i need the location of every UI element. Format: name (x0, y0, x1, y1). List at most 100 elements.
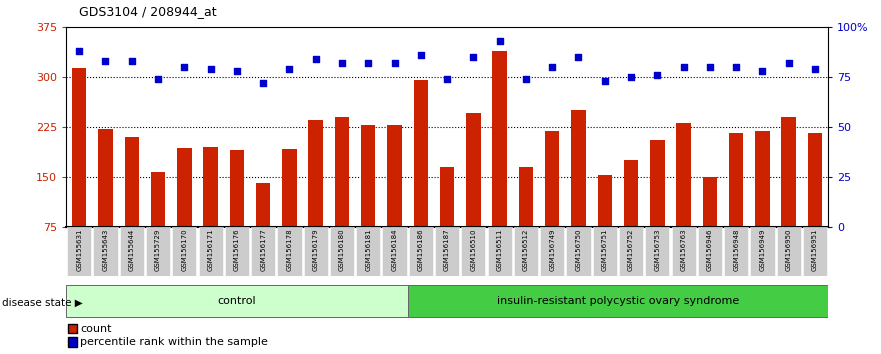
Bar (124, 137, 139, 227)
Point (466, 54, 480, 59)
Text: GSM156180: GSM156180 (339, 229, 345, 271)
FancyBboxPatch shape (777, 227, 801, 276)
FancyBboxPatch shape (645, 227, 670, 276)
Point (624, 74, 638, 79)
Text: GSM156946: GSM156946 (707, 229, 713, 271)
Text: GSM155631: GSM155631 (77, 229, 82, 271)
Point (572, 54, 586, 59)
Bar (388, 125, 402, 227)
Text: disease state ▶: disease state ▶ (2, 298, 83, 308)
Bar (492, 51, 507, 227)
FancyBboxPatch shape (329, 227, 354, 276)
Text: GSM156950: GSM156950 (786, 229, 792, 271)
Point (177, 64, 191, 69)
FancyBboxPatch shape (66, 285, 408, 317)
Text: GSM156951: GSM156951 (812, 229, 818, 271)
Text: GSM156510: GSM156510 (470, 229, 477, 271)
Point (125, 58, 139, 63)
FancyBboxPatch shape (698, 227, 722, 276)
Bar (624, 160, 638, 227)
FancyBboxPatch shape (514, 227, 538, 276)
FancyBboxPatch shape (435, 227, 459, 276)
Point (283, 66, 297, 72)
FancyBboxPatch shape (540, 227, 565, 276)
FancyBboxPatch shape (593, 227, 617, 276)
Point (519, 76, 533, 81)
Bar (335, 116, 349, 227)
Bar (256, 183, 270, 227)
Point (335, 60, 349, 65)
Point (650, 72, 664, 78)
FancyBboxPatch shape (409, 227, 433, 276)
Text: GSM156511: GSM156511 (497, 229, 503, 271)
Bar (361, 125, 375, 227)
FancyBboxPatch shape (382, 227, 407, 276)
Text: GSM156177: GSM156177 (260, 229, 266, 271)
Text: insulin-resistant polycystic ovary syndrome: insulin-resistant polycystic ovary syndr… (497, 296, 739, 306)
Bar (650, 140, 664, 227)
Text: GSM156751: GSM156751 (602, 229, 608, 271)
FancyBboxPatch shape (146, 227, 170, 276)
Bar (808, 133, 822, 227)
Point (755, 68, 769, 73)
Point (72, 48, 86, 53)
Point (388, 60, 402, 65)
FancyBboxPatch shape (724, 227, 748, 276)
Bar (703, 177, 717, 227)
Text: GSM156178: GSM156178 (286, 229, 292, 271)
FancyBboxPatch shape (803, 227, 827, 276)
Text: GSM156171: GSM156171 (208, 229, 213, 271)
FancyBboxPatch shape (356, 227, 381, 276)
Text: GSM155729: GSM155729 (155, 229, 161, 271)
Bar (571, 110, 586, 227)
FancyBboxPatch shape (671, 227, 696, 276)
Bar (230, 150, 244, 227)
Text: GSM156184: GSM156184 (391, 229, 397, 271)
Bar (440, 167, 455, 227)
FancyBboxPatch shape (251, 227, 275, 276)
Text: count: count (80, 324, 112, 333)
Bar (282, 149, 297, 227)
Text: GSM156949: GSM156949 (759, 229, 766, 271)
Text: GSM156187: GSM156187 (444, 229, 450, 271)
Bar (597, 175, 612, 227)
FancyBboxPatch shape (278, 227, 301, 276)
Point (545, 64, 559, 69)
FancyBboxPatch shape (487, 227, 512, 276)
Bar (466, 113, 481, 227)
Point (361, 60, 375, 65)
Text: GSM156512: GSM156512 (523, 229, 529, 271)
FancyBboxPatch shape (408, 285, 828, 317)
Text: GSM155643: GSM155643 (102, 229, 108, 271)
Text: GSM156752: GSM156752 (628, 229, 634, 271)
Point (703, 64, 717, 69)
Bar (545, 131, 559, 227)
FancyBboxPatch shape (751, 227, 774, 276)
FancyBboxPatch shape (225, 227, 249, 276)
FancyBboxPatch shape (120, 227, 144, 276)
Point (781, 60, 796, 65)
Point (151, 76, 165, 81)
FancyBboxPatch shape (198, 227, 223, 276)
Text: GSM156948: GSM156948 (733, 229, 739, 271)
Point (808, 66, 822, 72)
Bar (519, 167, 533, 227)
Text: GSM156181: GSM156181 (366, 229, 371, 271)
Bar (677, 123, 691, 227)
Text: control: control (218, 296, 256, 306)
FancyBboxPatch shape (304, 227, 328, 276)
Bar (99, 129, 113, 227)
Point (597, 78, 611, 84)
Bar (308, 120, 323, 227)
Bar (72, 68, 86, 227)
Bar (204, 147, 218, 227)
Bar (151, 172, 166, 227)
Point (677, 64, 691, 69)
Point (256, 80, 270, 85)
Point (308, 56, 322, 61)
Text: GDS3104 / 208944_at: GDS3104 / 208944_at (79, 5, 217, 18)
FancyBboxPatch shape (93, 227, 117, 276)
Point (204, 66, 218, 72)
Point (99, 58, 113, 63)
Text: GSM156753: GSM156753 (655, 229, 661, 271)
